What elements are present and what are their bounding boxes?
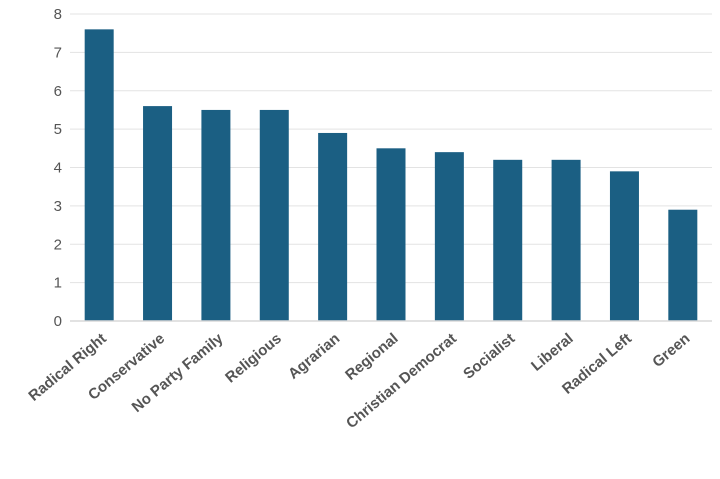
bar [609, 171, 639, 321]
bar [668, 209, 698, 321]
bar [201, 109, 231, 321]
x-category-label: Regional [342, 330, 401, 384]
x-category-label: Agrarian [285, 330, 343, 383]
x-category-label: Christian Democrat [343, 330, 460, 432]
bar [434, 152, 464, 321]
y-tick-label: 2 [54, 236, 62, 253]
bar [143, 106, 173, 321]
bar [493, 159, 523, 321]
bar [376, 148, 406, 321]
y-tick-label: 5 [54, 121, 62, 138]
y-tick-label: 3 [54, 198, 62, 215]
y-tick-label: 4 [54, 160, 62, 177]
y-axis-ticks: 0 1 2 3 4 5 6 7 8 [54, 6, 62, 330]
y-tick-label: 1 [54, 275, 62, 292]
x-category-label: Liberal [528, 330, 577, 375]
y-tick-label: 7 [54, 44, 62, 61]
bar [84, 29, 114, 321]
x-category-label: Green [649, 330, 693, 371]
bar [551, 159, 581, 321]
y-tick-label: 8 [54, 6, 62, 23]
bars [84, 29, 698, 321]
x-category-label: Socialist [460, 330, 518, 383]
bar [318, 132, 348, 321]
x-category-label: Religious [222, 330, 285, 386]
y-tick-label: 0 [54, 313, 62, 330]
y-tick-label: 6 [54, 83, 62, 100]
bar [259, 109, 289, 321]
